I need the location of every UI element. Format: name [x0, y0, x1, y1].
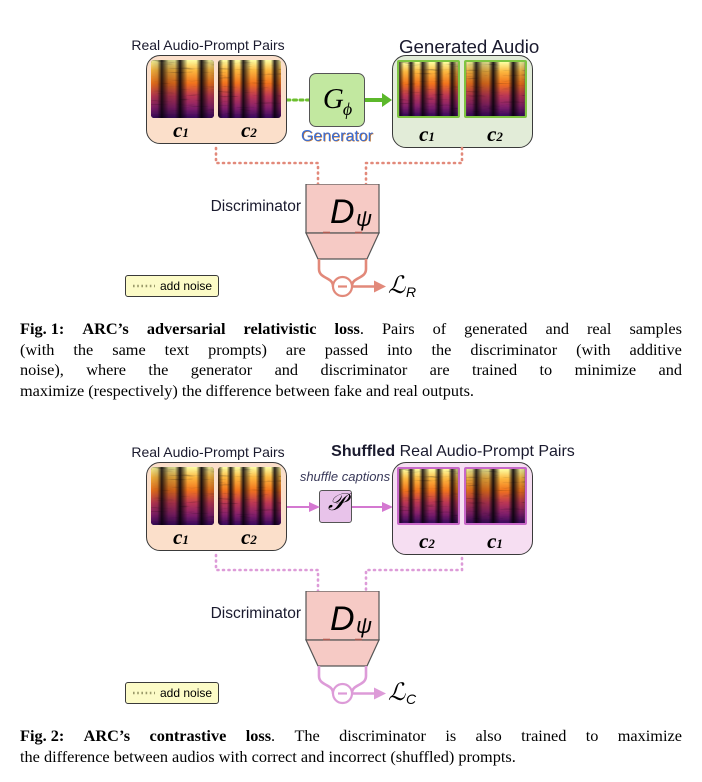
svg-text:R: R	[406, 284, 416, 299]
svg-text:C: C	[406, 691, 417, 706]
svg-text:ψ: ψ	[356, 206, 372, 231]
svg-text:ℒ: ℒ	[388, 272, 406, 299]
svg-text:ℒ: ℒ	[388, 679, 406, 706]
svg-text:D: D	[330, 600, 355, 638]
svg-text:ψ: ψ	[356, 613, 372, 638]
svg-text:D: D	[330, 193, 355, 231]
